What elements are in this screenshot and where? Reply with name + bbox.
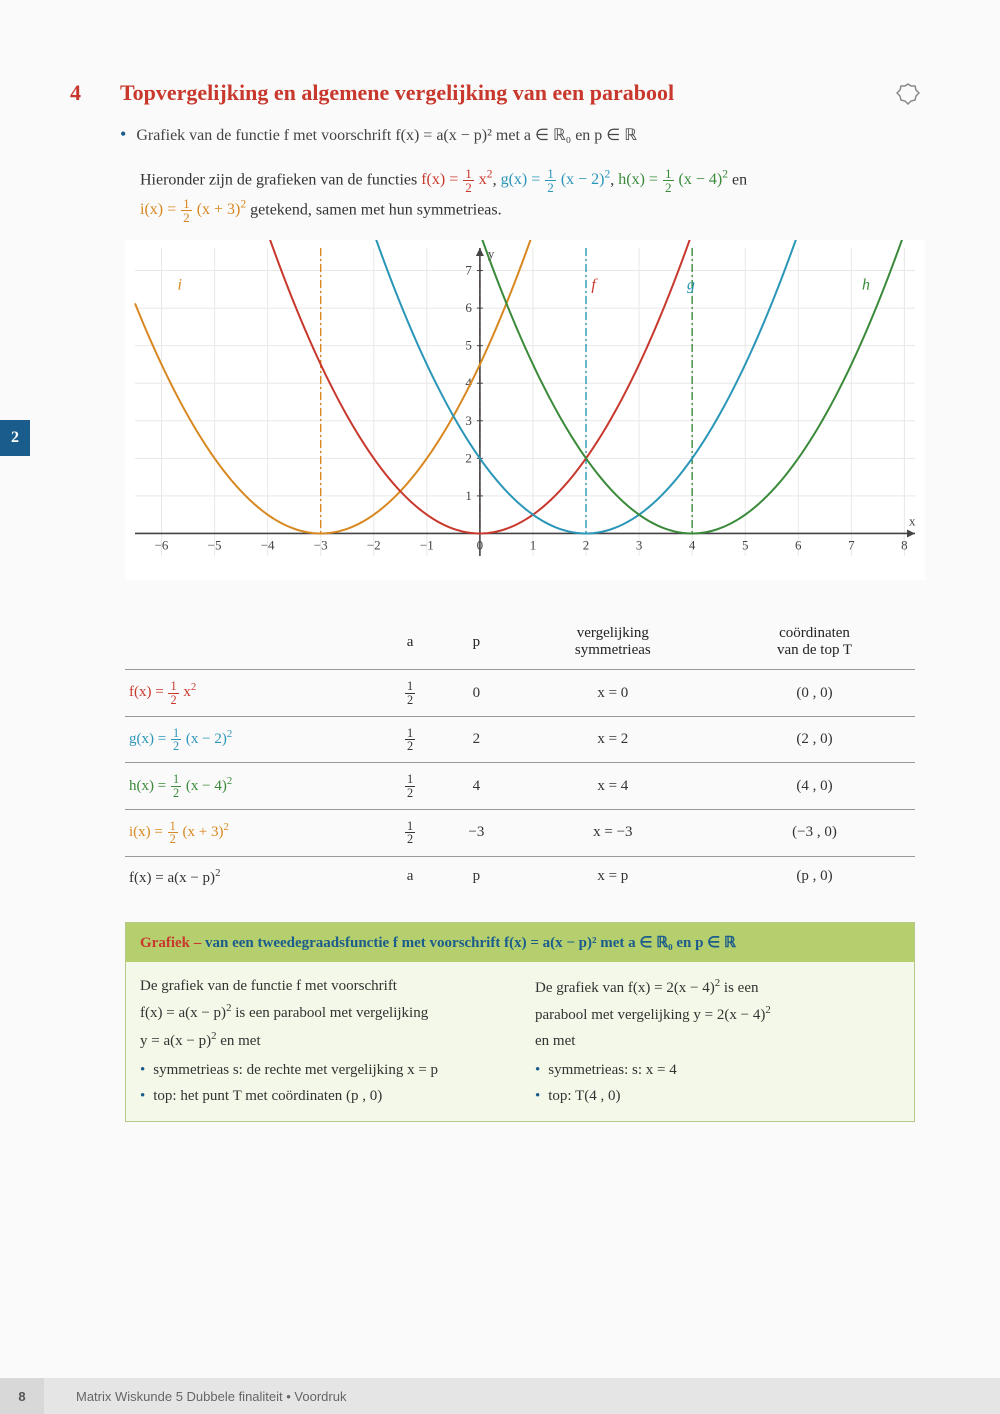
page-number: 8 — [0, 1378, 44, 1414]
svg-text:h: h — [862, 277, 870, 294]
function-table: apvergelijkingsymmetrieascoördinatenvan … — [125, 615, 915, 896]
section-number: 4 — [70, 80, 110, 106]
svg-text:5: 5 — [465, 338, 472, 353]
svg-text:1: 1 — [465, 488, 472, 503]
svg-text:1: 1 — [530, 538, 537, 553]
section-title: Topvergelijking en algemene vergelijking… — [120, 80, 674, 106]
svg-text:8: 8 — [901, 538, 908, 553]
svg-text:4: 4 — [689, 538, 696, 553]
svg-text:g: g — [687, 277, 695, 294]
svg-text:−6: −6 — [155, 538, 169, 553]
footer-text: Matrix Wiskunde 5 Dubbele finaliteit • V… — [76, 1389, 346, 1404]
svg-text:5: 5 — [742, 538, 749, 553]
rule-left-column: De grafiek van de functie f met voorschr… — [140, 974, 505, 1110]
section-heading: 4 Topvergelijking en algemene vergelijki… — [70, 80, 930, 106]
svg-text:7: 7 — [465, 263, 472, 278]
svg-text:2: 2 — [583, 538, 590, 553]
svg-text:6: 6 — [465, 300, 472, 315]
page-footer: 8 Matrix Wiskunde 5 Dubbele finaliteit •… — [0, 1378, 1000, 1414]
rule-box: Grafiek – van een tweedegraadsfunctie f … — [125, 922, 915, 1123]
rule-heading: Grafiek – van een tweedegraadsfunctie f … — [126, 923, 914, 962]
svg-text:−3: −3 — [314, 538, 328, 553]
svg-text:x: x — [909, 514, 916, 529]
svg-text:i: i — [177, 277, 181, 294]
svg-text:6: 6 — [795, 538, 802, 553]
intro-paragraph: Hieronder zijn de grafieken van de funct… — [140, 165, 930, 225]
svg-text:3: 3 — [636, 538, 643, 553]
svg-text:7: 7 — [848, 538, 855, 553]
svg-text:−2: −2 — [367, 538, 381, 553]
parabola-chart: −6−5−4−3−2−10123456781234567xyifgh — [125, 240, 930, 580]
svg-text:−5: −5 — [208, 538, 222, 553]
svg-text:2: 2 — [465, 451, 472, 466]
rule-right-column: De grafiek van f(x) = 2(x − 4)2 is eenpa… — [535, 974, 900, 1110]
svg-text:−1: −1 — [420, 538, 434, 553]
intro-bullet: Grafiek van de functie f met voorschrift… — [120, 124, 930, 145]
svg-text:−4: −4 — [261, 538, 275, 553]
svg-text:3: 3 — [465, 413, 472, 428]
svg-text:0: 0 — [477, 538, 484, 553]
